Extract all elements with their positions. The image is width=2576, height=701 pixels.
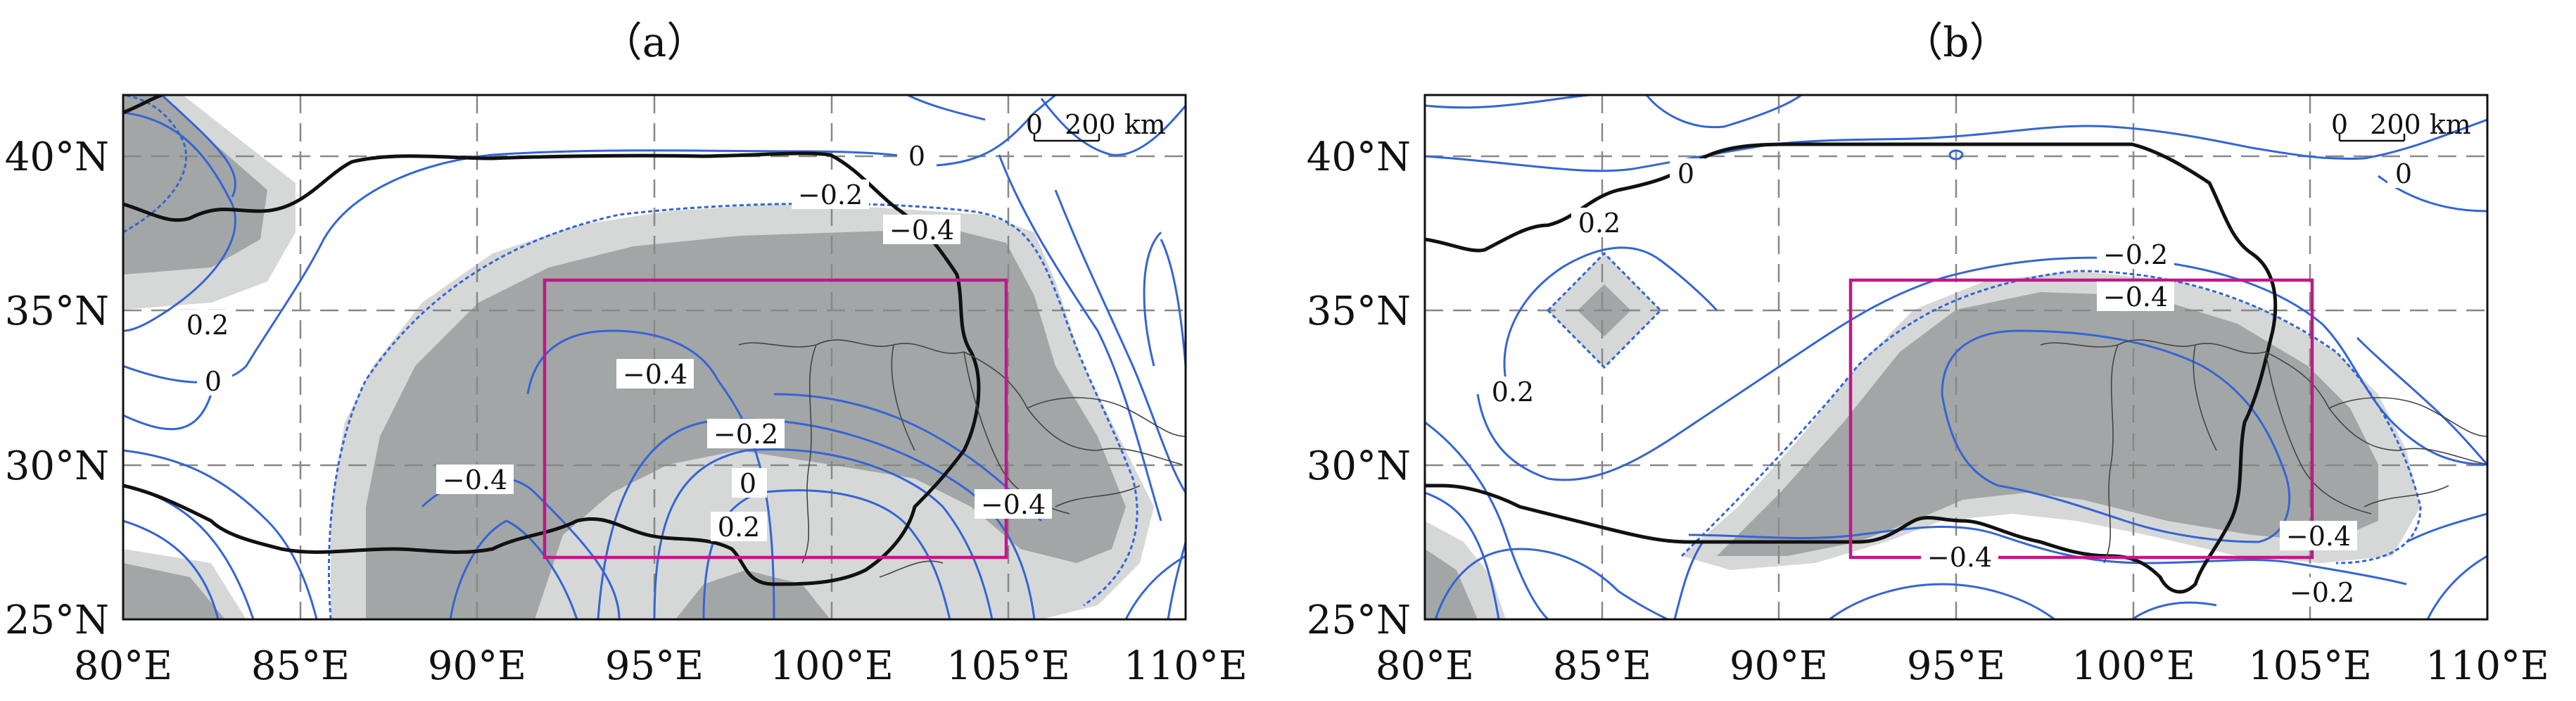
x-tick-label: 105°E — [2248, 643, 2372, 689]
panel-a-shade-dark-left — [123, 95, 267, 274]
contour-label: −0.2 — [798, 179, 863, 210]
panel-a-contour-labels: 0 −0.2 −0.4 0.2 0 −0.4 −0.2 0 −0.4 0.2 −… — [179, 141, 1052, 543]
contour-label: −0.4 — [1927, 542, 1992, 573]
y-tick-label: 35°N — [5, 289, 109, 334]
x-tick-label: 95°E — [1907, 643, 2005, 689]
contour-label: −0.4 — [2103, 282, 2168, 312]
contour-label: 0 — [205, 366, 222, 397]
x-tick-label: 95°E — [605, 643, 704, 689]
panel-a-scalebar-label: 200 km — [1065, 109, 1166, 140]
panel-b-study-box — [1848, 278, 2314, 560]
contour-label: −0.4 — [443, 465, 507, 495]
panel-a-plateau-boundary — [123, 151, 981, 586]
panel-b-shade-dark-bottomleft — [1425, 549, 1478, 619]
panel-b-shade-dark-main — [1717, 292, 2378, 556]
panel-b-scalebar-label: 200 km — [2370, 109, 2471, 140]
contour-label: 0.2 — [1578, 208, 1620, 239]
y-tick-label: 30°N — [1307, 443, 1411, 489]
contour-label: 0.2 — [1492, 377, 1534, 408]
x-tick-label: 90°E — [428, 643, 526, 689]
contour-label: −0.2 — [713, 419, 778, 450]
panel-b-scalebar-zero: 0 — [2331, 109, 2348, 140]
y-tick-label: 25°N — [5, 598, 109, 643]
contour-label: −0.4 — [623, 359, 687, 390]
panel-b-contour-labels: 0 0.2 0 −0.2 −0.4 0.2 −0.4 −0.4 −0.2 — [1485, 158, 2423, 608]
panel-a-title: （a） — [602, 18, 708, 66]
contour-label: 0 — [740, 468, 756, 499]
contour-label: 0.2 — [186, 310, 229, 341]
panel-a-y-ticks: 40°N 35°N 30°N 25°N — [5, 134, 109, 643]
panel-a-shade-dark-bottom — [123, 563, 225, 619]
contour-label: −0.4 — [889, 215, 954, 246]
panel-a-map — [123, 95, 1186, 619]
panel-a-study-box — [543, 278, 1008, 560]
contour-label: −0.2 — [2290, 577, 2354, 608]
x-tick-label: 105°E — [946, 643, 1070, 689]
contour-label: −0.2 — [2103, 239, 2168, 270]
y-tick-label: 30°N — [5, 443, 109, 489]
panel-a-grid — [123, 95, 1186, 619]
y-tick-label: 40°N — [1307, 134, 1411, 180]
x-tick-label: 85°E — [251, 643, 350, 689]
panel-b-title: （b） — [1902, 18, 2010, 66]
panel-a-scalebar-zero: 0 — [1026, 109, 1043, 140]
y-tick-label: 40°N — [5, 134, 109, 180]
x-tick-label: 100°E — [770, 643, 894, 689]
panel-b-frame — [1423, 94, 2489, 621]
panel-b-province-lines — [2040, 339, 2487, 564]
contour-label: −0.4 — [2286, 521, 2351, 552]
panel-b-y-ticks: 40°N 35°N 30°N 25°N — [1307, 134, 1411, 643]
x-tick-label: 90°E — [1730, 643, 1828, 689]
panel-b-contours — [1425, 95, 2487, 619]
contour-label: 0 — [908, 141, 925, 172]
y-tick-label: 35°N — [1307, 289, 1411, 334]
x-tick-label: 80°E — [74, 643, 172, 689]
contour-label: 0 — [1677, 158, 1694, 189]
x-tick-label: 80°E — [1376, 643, 1474, 689]
panel-a-frame — [122, 94, 1187, 621]
panel-b-x-ticks: 80°E 85°E 90°E 95°E 100°E 105°E 110°E — [1376, 643, 2549, 689]
panel-b-scalebar: 0 200 km — [2331, 109, 2471, 142]
panel-b: （b） — [1307, 18, 2549, 689]
panel-a-x-ticks: 80°E 85°E 90°E 95°E 100°E 105°E 110°E — [74, 643, 1248, 689]
panel-b-map — [1425, 95, 2487, 619]
contour-label: −0.4 — [981, 489, 1046, 520]
x-tick-label: 110°E — [1124, 643, 1248, 689]
y-tick-label: 25°N — [1307, 598, 1411, 643]
x-tick-label: 110°E — [2425, 643, 2549, 689]
contour-label: 0.2 — [718, 512, 760, 543]
x-tick-label: 85°E — [1553, 643, 1651, 689]
panel-b-plateau-boundary — [1425, 142, 2278, 594]
panel-a-scalebar: 0 200 km — [1026, 109, 1166, 142]
x-tick-label: 100°E — [2071, 643, 2195, 689]
panel-a: （a） — [5, 18, 1248, 689]
contour-label: 0 — [2395, 158, 2412, 189]
